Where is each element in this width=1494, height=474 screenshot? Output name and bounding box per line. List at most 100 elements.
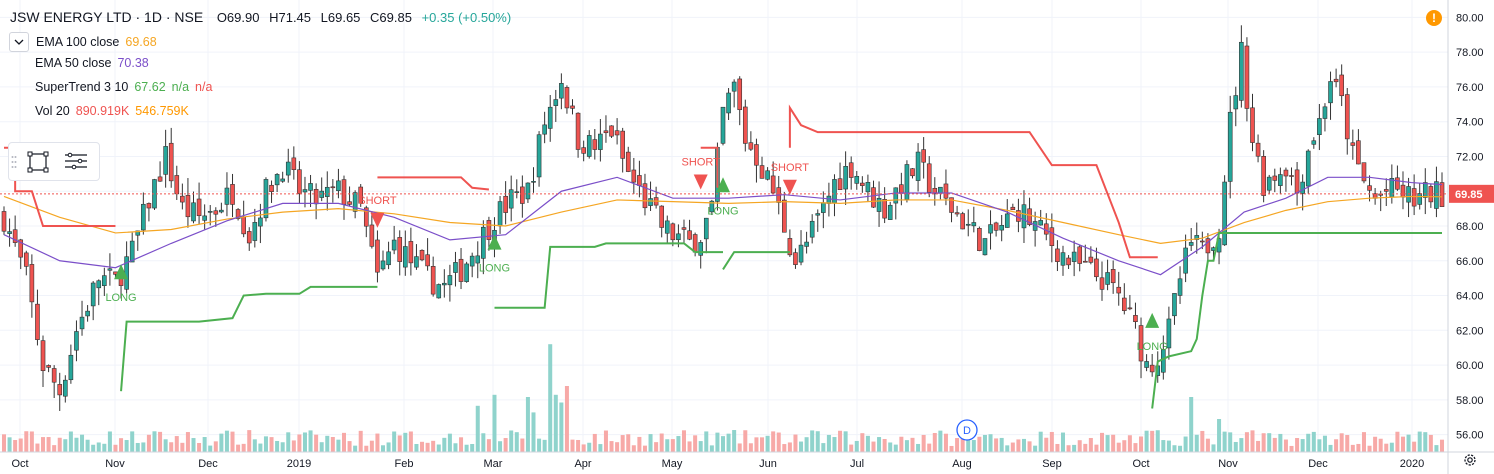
volume-bar [152,431,157,452]
long-arrow [487,234,502,250]
candle-body [18,239,24,258]
volume-bar [865,435,870,452]
volume-bar [860,433,865,452]
volume-bar [520,438,525,452]
volume-bar [1166,440,1171,452]
grip-dots-icon[interactable] [9,143,19,180]
candle-body [352,192,358,212]
candle-body [982,238,988,256]
candle-body [1317,118,1322,136]
candle-body [7,231,12,234]
candle-body [1239,41,1244,101]
candle-body [1060,252,1066,266]
candle-body [1344,94,1350,140]
candle-body [141,203,146,231]
volume-bar [180,442,185,452]
volume-bar [330,436,335,452]
candle-body [988,224,993,234]
chart-grid [0,0,1448,452]
legend-supertrend[interactable]: SuperTrend 3 10 67.62 n/a n/a [35,80,212,94]
alert-icon[interactable]: ! [1426,10,1442,26]
volume-bar [1395,431,1400,452]
candle-body [207,211,213,213]
candle-body [1233,95,1239,110]
volume-bar [849,444,854,452]
rectangle-tool-icon[interactable] [19,143,57,180]
candle-body [57,384,63,396]
candle-body [559,83,564,99]
legend-value: n/a [171,80,190,94]
ema100-line [3,195,1443,244]
candle-body [1049,227,1055,246]
volume-bar [459,437,464,452]
volume-bar [1111,434,1116,452]
long-label: LONG [707,205,738,217]
volume-bar [41,437,46,452]
legend-volume[interactable]: Vol 20 890.919K 546.759K [35,104,189,118]
volume-bar [737,443,742,452]
candle-body [297,169,302,195]
volume-bar [124,440,129,452]
ema50-line [3,176,1443,276]
volume-bar [1311,431,1316,452]
volume-bar [804,437,809,452]
candle-body [12,229,18,243]
volume-bar [642,445,647,452]
candle-body [79,316,85,330]
volume-bar [392,431,397,452]
volume-bar [1345,435,1350,452]
volume-bar [982,434,987,452]
candle-body [798,244,804,263]
volume-histogram [1,344,1445,452]
volume-bar [1283,439,1288,452]
volume-bar [1256,440,1261,452]
candle-body [213,210,219,215]
volume-bar [141,442,146,452]
volume-bar [213,441,218,452]
candle-body [358,186,364,204]
volume-bar [436,444,441,452]
candle-body [102,275,107,286]
volume-bar [960,433,965,452]
volume-bar [1161,440,1166,452]
chevron-down-icon[interactable] [9,32,29,52]
volume-bar [1055,443,1060,452]
volume-bar [1412,441,1417,452]
volume-bar [1200,430,1205,452]
volume-bar [1211,444,1216,452]
volume-bar [1116,442,1121,452]
candle-body [481,226,486,259]
volume-bar [670,439,675,452]
candle-body [1021,204,1027,229]
volume-bar [548,344,553,452]
legend-ema100[interactable]: EMA 100 close 69.68 [9,32,157,52]
volume-bar [620,435,625,452]
legend-ema50[interactable]: EMA 50 close 70.38 [35,56,149,70]
volume-bar [782,444,787,452]
candle-body [230,184,235,205]
gear-icon[interactable] [1462,452,1478,473]
volume-bar [693,435,698,452]
legend-label: SuperTrend 3 10 [35,80,129,94]
candle-body [1417,193,1423,205]
x-tick-label: Sep [1042,458,1062,470]
candle-body [464,263,469,282]
volume-bar [1317,439,1322,452]
volume-bar [581,444,586,452]
volume-bar [1189,397,1194,452]
candle-body [1200,240,1205,243]
volume-bar [999,437,1004,452]
short-label: SHORT [771,162,810,174]
volume-bar [637,436,642,452]
volume-bar [135,442,140,452]
volume-bar [1300,439,1305,452]
volume-bar [715,432,720,452]
legend-value: 70.38 [117,56,149,70]
hamburger-menu-icon[interactable] [57,143,95,180]
volume-bar [280,442,285,452]
candle-body [782,199,787,233]
change-value: +0.35 (+0.50%) [421,10,512,25]
volume-bar [576,439,581,452]
candle-body [442,282,447,286]
